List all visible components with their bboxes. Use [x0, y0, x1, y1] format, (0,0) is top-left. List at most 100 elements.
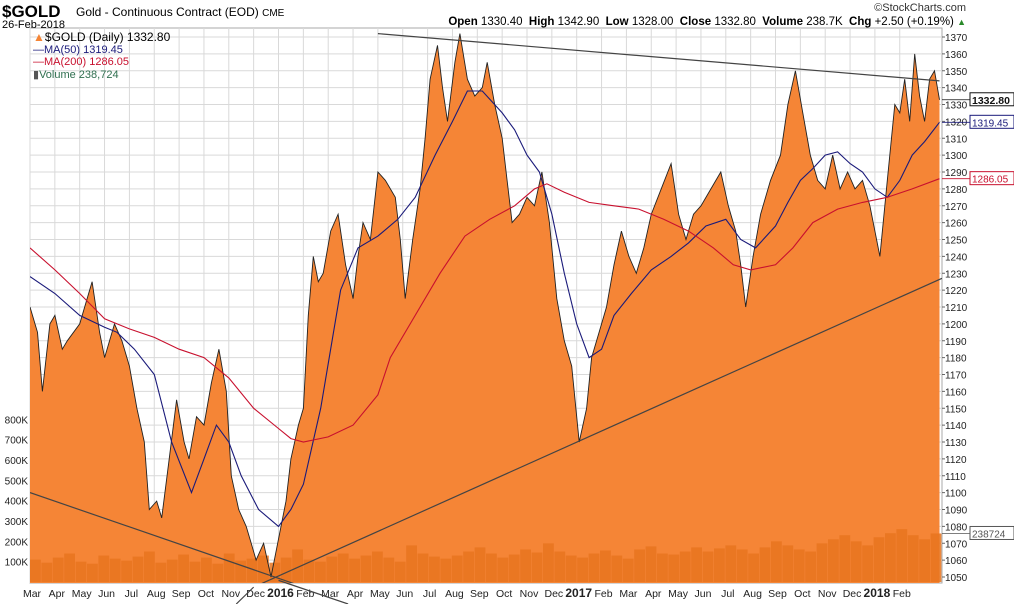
volume-bar — [269, 562, 281, 582]
volume-bar — [679, 551, 691, 582]
volume-tick-label: 700K — [5, 436, 29, 447]
x-tick-label: Apr — [645, 588, 662, 600]
volume-last-label: 238724 — [972, 529, 1006, 540]
volume-bar — [235, 560, 246, 582]
volume-bar — [645, 546, 657, 582]
y-tick-label: 1340 — [945, 84, 968, 95]
volume-bar — [337, 553, 349, 582]
exchange: CME — [262, 8, 285, 19]
x-tick-label: Jun — [694, 588, 711, 600]
x-tick-label: Aug — [743, 588, 762, 600]
ma200-last-label: 1286.05 — [972, 175, 1009, 186]
volume-bar — [622, 558, 634, 582]
ma50-last-box — [969, 114, 1014, 129]
x-tick-label: Mar — [23, 588, 42, 600]
volume-tick-label: 500K — [5, 476, 29, 487]
volume-bar — [497, 557, 509, 582]
volume-bar — [349, 558, 360, 582]
volume-bar — [155, 562, 167, 582]
volume-value: 238.7K — [806, 16, 843, 28]
area-icon: ▲ — [33, 30, 45, 44]
y-tick-label: 1370 — [945, 33, 968, 44]
y-tick-label: 1100 — [945, 489, 967, 500]
volume-bar — [862, 545, 873, 582]
y-tick-label: 1160 — [945, 387, 967, 398]
volume-tick-label: 100K — [5, 558, 29, 569]
ma50-last-label: 1319.45 — [972, 118, 1009, 129]
x-tick-label: Jul — [125, 588, 138, 600]
chg-label: Chg — [849, 16, 872, 28]
volume-label: Volume — [762, 16, 803, 28]
volume-bar — [246, 558, 258, 582]
y-tick-label: 1330 — [945, 101, 968, 112]
volume-bars-icon: ▮ — [33, 69, 40, 81]
volume-bar — [166, 559, 178, 582]
x-tick-label: Apr — [49, 588, 66, 600]
volume-bar — [280, 557, 292, 582]
y-tick-label: 1260 — [945, 219, 968, 230]
ma50-line — [30, 90, 940, 528]
chg-value: +2.50 (+0.19%) — [874, 16, 954, 28]
x-tick-label: Aug — [445, 588, 464, 600]
trendline — [261, 277, 942, 583]
plot-layer — [30, 33, 942, 583]
y-tick-label: 1360 — [945, 50, 968, 61]
y-tick-label: 1150 — [945, 404, 967, 415]
x-tick-label: Feb — [893, 588, 911, 600]
x-tick-label: Nov — [818, 588, 837, 600]
volume-bar — [360, 555, 372, 582]
volume-bar — [907, 535, 919, 582]
volume-bar — [87, 563, 98, 582]
x-tick-label: 2016 — [267, 586, 294, 600]
volume-bar — [486, 553, 497, 582]
volume-bar — [873, 537, 885, 582]
volume-bar — [919, 539, 930, 582]
legend-volume: ▮Volume 238,724 — [33, 68, 119, 81]
volume-bar — [212, 563, 224, 582]
volume-tick-label: 600K — [5, 456, 29, 467]
low-value: 1328.00 — [631, 16, 674, 28]
high-label: High — [528, 16, 555, 28]
y-tick-label: 1250 — [945, 236, 968, 247]
legend-volume-text: Volume 238,724 — [39, 69, 119, 81]
volume-bar — [144, 551, 155, 582]
x-tick-label: Sep — [470, 588, 489, 600]
y-tick-label: 1170 — [945, 371, 967, 382]
x-tick-label: May — [370, 588, 391, 600]
volume-bar — [201, 557, 212, 582]
symbol-description: Gold - Continuous Contract (EOD) CME — [76, 5, 284, 19]
y-tick-label: 1130 — [945, 438, 967, 449]
legend-ma200: —MA(200) 1286.05 — [33, 56, 129, 68]
copyright-link[interactable]: ©StockCharts.com — [874, 2, 966, 14]
volume-tick-label: 200K — [5, 537, 29, 548]
volume-bar — [394, 561, 406, 582]
open-label: Open — [448, 16, 478, 28]
x-tick-label: Jul — [423, 588, 436, 600]
y-tick-label: 1070 — [945, 539, 968, 550]
y-tick-label: 1230 — [945, 269, 968, 280]
y-tick-label: 1060 — [945, 556, 968, 567]
volume-bar — [440, 558, 452, 582]
volume-last-box — [969, 525, 1014, 540]
x-tick-label: Jun — [98, 588, 115, 600]
volume-bar — [189, 561, 201, 582]
volume-bar — [121, 560, 132, 582]
x-tick-label: Aug — [147, 588, 166, 600]
volume-bar — [41, 562, 53, 582]
volume-bar — [668, 554, 680, 582]
y-tick-label: 1110 — [945, 472, 966, 483]
y-tick-label: 1090 — [945, 506, 968, 517]
high-value: 1342.90 — [557, 16, 600, 28]
volume-bar — [896, 529, 908, 582]
volume-bar — [531, 552, 543, 582]
x-tick-label: Feb — [595, 588, 613, 600]
y-tick-label: 1220 — [945, 286, 968, 297]
volume-bar — [714, 548, 725, 582]
close-label: Close — [679, 16, 712, 28]
up-arrow-icon: ▲ — [957, 17, 966, 27]
x-tick-label: Jul — [721, 588, 734, 600]
volume-tick-label: 800K — [5, 415, 29, 426]
x-tick-label: Dec — [246, 588, 265, 600]
chart-date: 26-Feb-2018 — [2, 19, 65, 31]
symbol-title: $GOLD — [2, 2, 61, 21]
